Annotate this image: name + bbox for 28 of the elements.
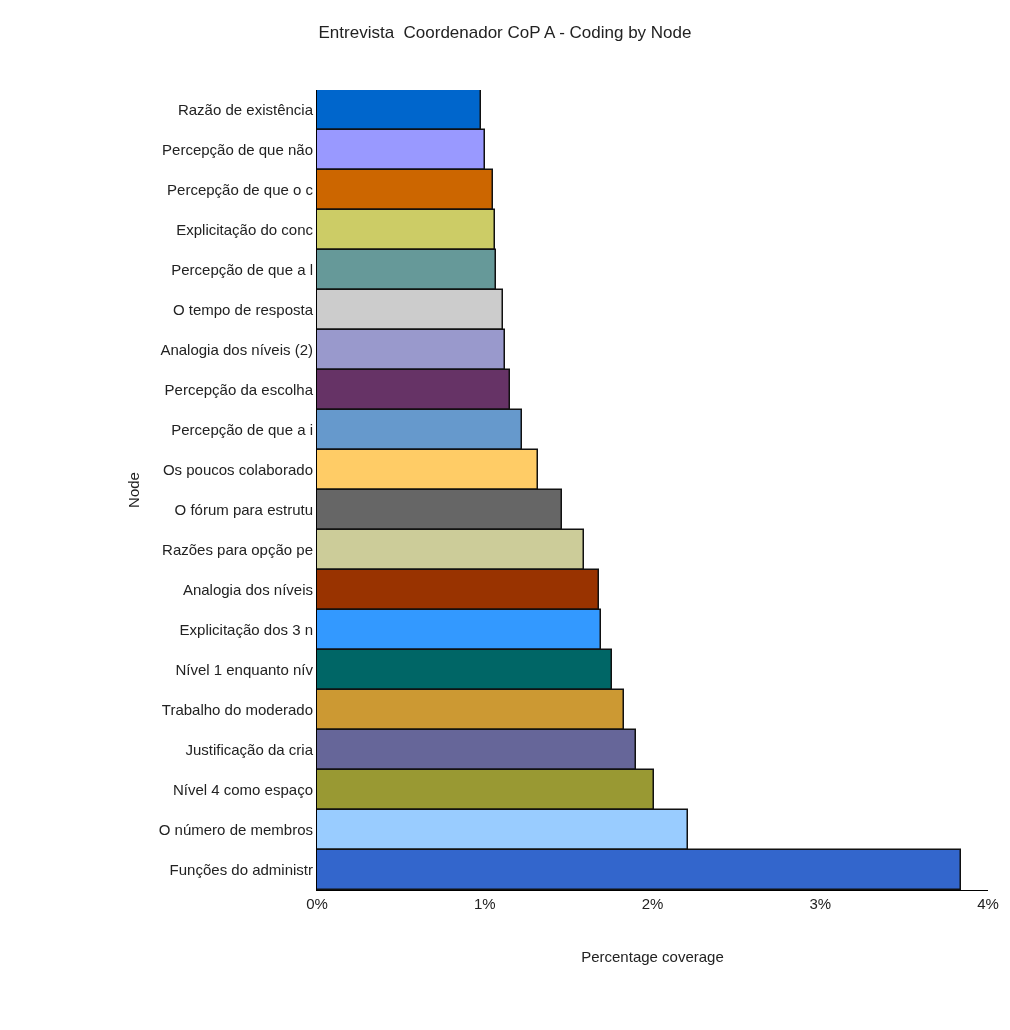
y-tick-label: Percepção da escolha bbox=[164, 381, 314, 399]
y-axis-title: Node bbox=[125, 472, 143, 508]
y-tick-label: Nível 4 como espaço bbox=[172, 781, 313, 799]
y-tick-label: Os poucos colaborado bbox=[162, 461, 313, 479]
y-tick-label: Funções do administr bbox=[169, 861, 313, 879]
y-tick-label: Razão de existência bbox=[177, 101, 314, 119]
x-axis-title: Percentage coverage bbox=[581, 948, 724, 965]
y-tick-label: Percepção de que a l bbox=[171, 261, 313, 279]
y-tick-label: Analogia dos níveis (2) bbox=[160, 341, 313, 359]
y-tick-label: Percepção de que não bbox=[162, 141, 313, 159]
y-tick-label: Percepção de que o c bbox=[167, 181, 314, 199]
y-tick-label: O tempo de resposta bbox=[172, 301, 314, 319]
x-tick-label: 4% bbox=[977, 895, 999, 912]
y-tick-label: O fórum para estrutu bbox=[174, 501, 313, 519]
x-tick-label: 0% bbox=[306, 895, 328, 912]
x-tick-label: 3% bbox=[809, 895, 832, 912]
y-tick-label: Explicitação do conc bbox=[176, 221, 314, 239]
y-tick-label: Analogia dos níveis bbox=[182, 581, 313, 599]
y-tick-label: Explicitação dos 3 n bbox=[179, 621, 313, 639]
y-tick-label: Nível 1 enquanto nív bbox=[175, 661, 314, 679]
x-tick-label: 2% bbox=[641, 895, 664, 912]
y-tick-label: Percepção de que a i bbox=[171, 421, 313, 439]
y-tick-label: Justificação da cria bbox=[185, 741, 314, 759]
x-tick-label: 1% bbox=[473, 895, 496, 912]
chart-title: Entrevista Coordenador CoP A - Coding by Node bbox=[318, 22, 692, 42]
y-tick-label: Razões para opção pe bbox=[162, 541, 313, 559]
y-tick-label: O número de membros bbox=[158, 821, 313, 839]
y-tick-label: Trabalho do moderado bbox=[161, 701, 313, 719]
